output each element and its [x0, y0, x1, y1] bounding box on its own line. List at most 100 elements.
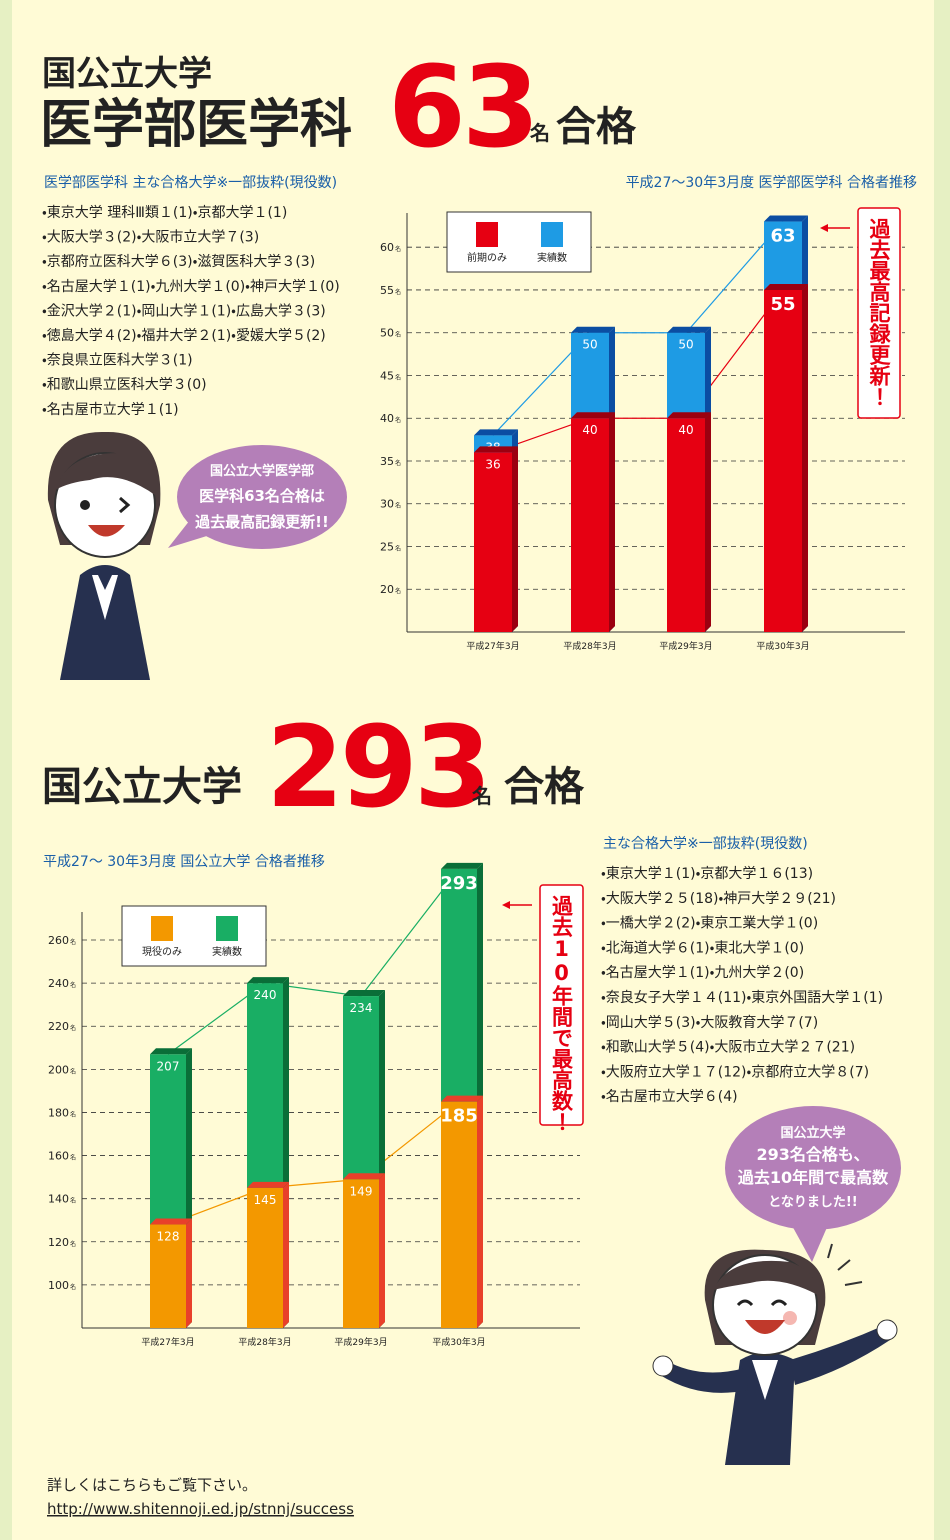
university-list: ・東京大学１(1)・京都大学１６(13) ・大阪大学２５(18)・神戸大学２９(2… [601, 866, 883, 1105]
list-title: 主な合格大学※一部抜粋(現役数) [603, 836, 808, 852]
legend: 現役のみ 実績数 [121, 905, 267, 967]
list-item: ・大阪大学３(2)・大阪市立大学７(3) [42, 230, 259, 246]
footer-link[interactable]: http://www.shitennoji.ed.jp/stnnj/succes… [47, 1500, 354, 1518]
y-tick-unit: 名 [395, 245, 401, 253]
heading-suffix: 合格 [556, 104, 637, 150]
series-line [167, 1101, 460, 1226]
legend-swatch [541, 222, 563, 247]
x-tick-label: 平成28年3月 [563, 640, 616, 652]
y-tick-label: 60 [380, 241, 394, 254]
x-tick-label: 平成30年3月 [756, 640, 809, 652]
y-tick-unit: 名 [395, 587, 401, 595]
bar [441, 1101, 477, 1328]
arrow-head [820, 224, 828, 232]
bar-top [571, 412, 615, 419]
y-tick-label: 30 [380, 498, 394, 511]
y-tick-label: 240 [48, 977, 69, 990]
list-title: 医学部医学科 主な合格大学※一部抜粋(現役数) [44, 175, 337, 191]
y-tick-label: 100 [48, 1279, 69, 1292]
value-label: 50 [582, 338, 597, 352]
list-item: ・一橋大学２(2)・東京工業大学１(0) [601, 916, 818, 932]
legend-label: 現役のみ [142, 945, 182, 958]
bubble-line: 293名合格も、 [757, 1145, 870, 1164]
value-label: 234 [350, 1001, 373, 1015]
legend-box [121, 905, 267, 967]
list-item: ・大阪大学２５(18)・神戸大学２９(21) [601, 891, 836, 907]
bar [764, 289, 802, 632]
heading-large: 国公立大学 [42, 764, 242, 810]
y-tick-label: 55 [380, 284, 394, 297]
heading-small: 国公立大学 [42, 54, 212, 94]
y-tick-unit: 名 [395, 288, 401, 296]
bar-top [474, 446, 518, 453]
annotation: 過去10年間で最高数！ [550, 895, 575, 1132]
illustration [47, 431, 161, 680]
annotation-box [539, 884, 584, 1126]
list-item: ・名古屋大学１(1)・九州大学１(0)・神戸大学１(0) [42, 279, 340, 295]
bar [474, 452, 512, 632]
y-tick-label: 40 [380, 412, 394, 425]
y-tick-unit: 名 [395, 459, 401, 467]
annotation: 過去最高記録更新！ [867, 218, 892, 407]
legend-swatch [151, 916, 173, 941]
bar-top [150, 1218, 192, 1225]
bar-side [283, 1181, 289, 1328]
y-tick-unit: 名 [395, 373, 401, 381]
bar-top [441, 862, 483, 869]
chart-title: 平成27～30年3月度 医学部医学科 合格者推移 [626, 175, 917, 191]
y-tick-unit: 名 [395, 331, 401, 339]
y-tick-label: 20 [380, 583, 394, 596]
y-tick-unit: 名 [395, 544, 401, 552]
value-label: 240 [254, 988, 277, 1002]
y-tick-unit: 名 [70, 1240, 76, 1248]
y-tick-label: 50 [380, 327, 394, 340]
speech-bubble [725, 1106, 901, 1230]
y-tick-label: 160 [48, 1150, 69, 1163]
bar-side [609, 412, 615, 632]
y-tick-label: 45 [380, 369, 394, 382]
bar-top [667, 326, 711, 333]
bar-top [441, 1095, 483, 1102]
bar-top [571, 326, 615, 333]
illustration [652, 1243, 898, 1465]
y-tick-label: 35 [380, 455, 394, 468]
x-tick-label: 平成29年3月 [659, 640, 712, 652]
bar-top [247, 1181, 289, 1188]
bubble-line: となりました!! [768, 1195, 857, 1210]
y-tick-unit: 名 [70, 1024, 76, 1032]
heading-count: 63 [388, 43, 536, 173]
list-item: ・名古屋大学１(1)・九州大学２(0) [601, 965, 804, 981]
y-tick-unit: 名 [70, 1110, 76, 1118]
y-tick-unit: 名 [70, 981, 76, 989]
legend-label: 前期のみ [467, 251, 507, 264]
bar [247, 1187, 283, 1328]
bar-side [802, 283, 808, 632]
bar-top [150, 1048, 192, 1055]
value-label: 145 [254, 1193, 277, 1207]
x-tick-label: 平成30年3月 [432, 1336, 485, 1348]
chart-title: 平成27～ 30年3月度 国公立大学 合格者推移 [43, 854, 325, 870]
bubble-line: 国公立大学医学部 [210, 463, 314, 479]
list-item: ・徳島大学４(2)・福井大学２(1)・愛媛大学５(2) [42, 328, 326, 344]
bar-side [379, 1173, 385, 1328]
list-item: ・和歌山大学５(4)・大阪市立大学２７(21) [601, 1040, 855, 1056]
list-item: ・和歌山県立医科大学３(0) [42, 377, 207, 393]
heading-large: 医学部医学科 [40, 95, 352, 155]
bar [571, 418, 609, 632]
bar-side [477, 1095, 483, 1328]
value-label: 63 [770, 226, 795, 247]
value-label: 293 [440, 873, 478, 894]
bar-top [764, 215, 808, 222]
bar-side [186, 1218, 192, 1328]
value-label: 149 [350, 1184, 373, 1198]
list-item: ・名古屋市立大学１(1) [42, 402, 179, 418]
y-tick-unit: 名 [70, 1154, 76, 1162]
y-tick-label: 260 [48, 934, 69, 947]
y-tick-unit: 名 [70, 938, 76, 946]
list-item: ・北海道大学６(1)・東北大学１(0) [601, 940, 804, 956]
legend-box [446, 211, 592, 273]
